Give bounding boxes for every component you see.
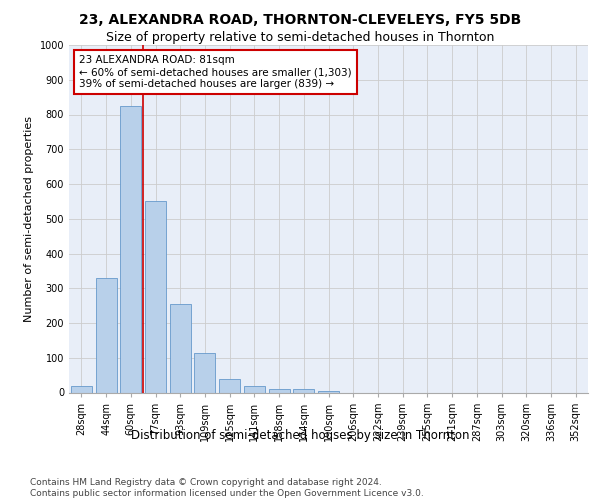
Bar	[170, 304, 191, 392]
Bar	[269, 389, 290, 392]
Text: 23, ALEXANDRA ROAD, THORNTON-CLEVELEYS, FY5 5DB: 23, ALEXANDRA ROAD, THORNTON-CLEVELEYS, …	[79, 12, 521, 26]
Bar	[293, 389, 314, 392]
Bar	[244, 386, 265, 392]
Bar	[95, 278, 116, 392]
Y-axis label: Number of semi-detached properties: Number of semi-detached properties	[24, 116, 34, 322]
Text: 23 ALEXANDRA ROAD: 81sqm
← 60% of semi-detached houses are smaller (1,303)
39% o: 23 ALEXANDRA ROAD: 81sqm ← 60% of semi-d…	[79, 56, 352, 88]
Bar	[120, 106, 141, 393]
Bar	[71, 386, 92, 392]
Text: Contains HM Land Registry data © Crown copyright and database right 2024.
Contai: Contains HM Land Registry data © Crown c…	[30, 478, 424, 498]
Bar	[318, 391, 339, 392]
Bar	[194, 352, 215, 393]
Bar	[219, 378, 240, 392]
Text: Distribution of semi-detached houses by size in Thornton: Distribution of semi-detached houses by …	[131, 430, 469, 442]
Text: Size of property relative to semi-detached houses in Thornton: Size of property relative to semi-detach…	[106, 31, 494, 44]
Bar	[145, 202, 166, 392]
